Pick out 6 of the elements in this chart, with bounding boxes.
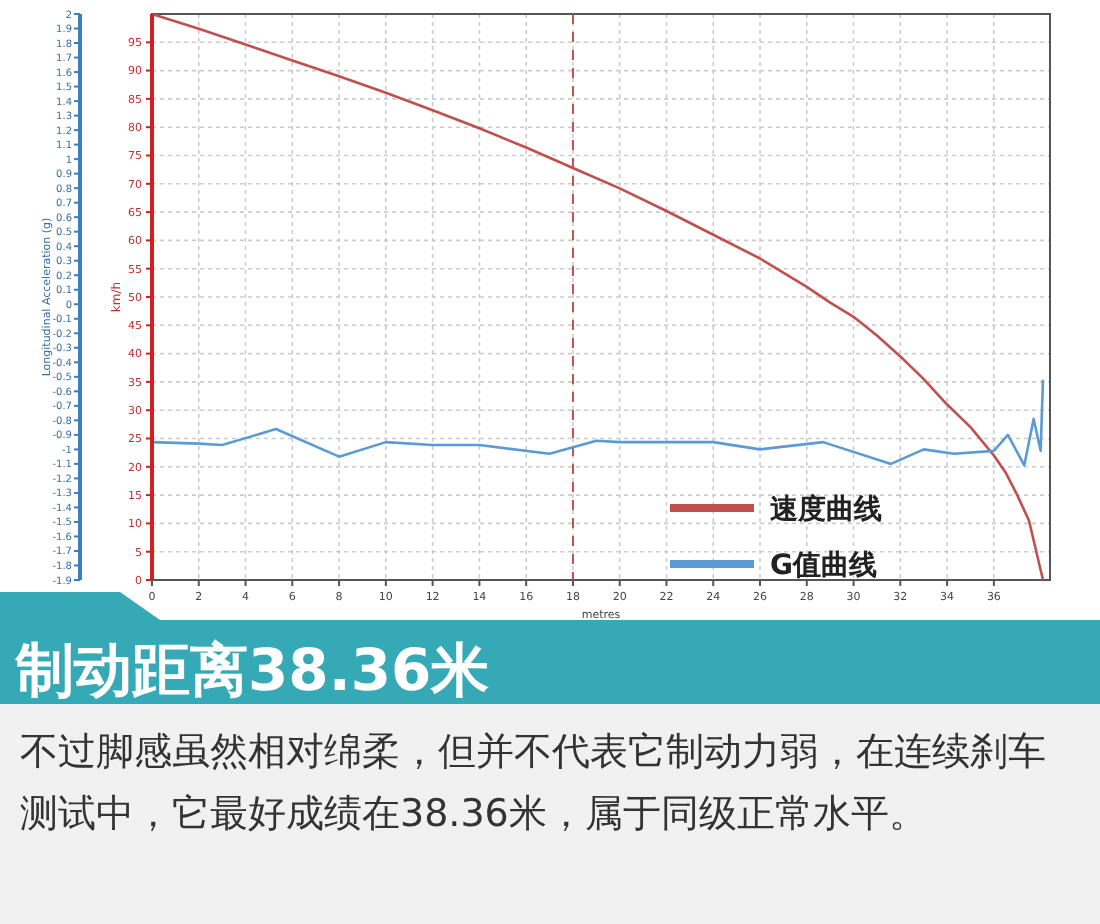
line-series [150, 12, 1045, 582]
line-series [150, 378, 1045, 467]
text: 不过脚感虽然相对绵柔，但并不代表它制动力弱，在连续刹车测试中，它最好成绩在38.36米，属于同级正常水平。 [20, 730, 1046, 836]
legend-label: 速度曲线 [768, 491, 882, 526]
legend-label: G值曲线 [770, 549, 877, 582]
text: 制动距离38.36米 [14, 636, 490, 704]
